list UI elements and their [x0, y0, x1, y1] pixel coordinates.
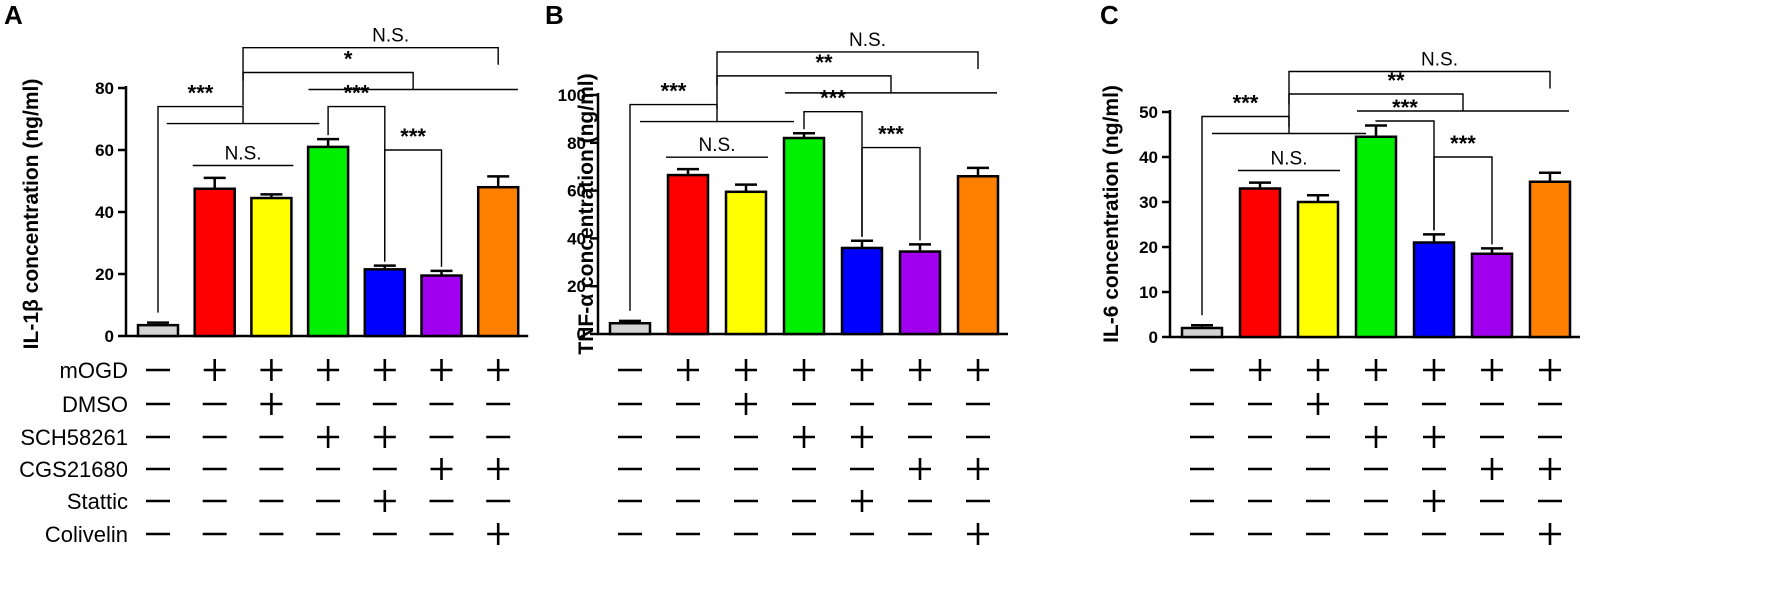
- sig-bracket: [157, 105, 244, 313]
- sig-bracket: [1433, 156, 1493, 245]
- bar-1: [136, 323, 180, 338]
- bar-5: [1412, 241, 1456, 339]
- sig-label: ***: [878, 122, 904, 147]
- bar-3: [1296, 200, 1340, 339]
- y-tick-label: 30: [1139, 193, 1158, 212]
- sig-label: **: [815, 50, 833, 75]
- condition-label-colivelin: Colivelin: [45, 522, 128, 547]
- sig-label: N.S.: [225, 144, 262, 165]
- bar-3: [250, 196, 293, 338]
- bar-3: [724, 190, 768, 336]
- sig-label: *: [344, 47, 353, 72]
- bar-6: [898, 250, 942, 336]
- bar-2: [666, 173, 710, 336]
- sig-label: N.S.: [699, 135, 736, 156]
- y-axis-label: IL-6 concentration (ng/ml): [1100, 85, 1123, 343]
- sig-label: **: [1387, 68, 1405, 93]
- sig-bracket: [242, 71, 414, 106]
- condition-label-sch58261: SCH58261: [20, 425, 128, 450]
- panel-letter: C: [1100, 0, 1119, 30]
- y-tick-label: 0: [577, 325, 586, 344]
- condition-label-cgs21680: CGS21680: [19, 457, 128, 482]
- y-tick-label: 20: [567, 277, 586, 296]
- y-tick-label: 80: [567, 134, 586, 153]
- bar-7: [476, 185, 520, 338]
- sig-bracket: [803, 111, 863, 237]
- y-tick-label: 40: [567, 229, 586, 248]
- bar-2: [1238, 187, 1282, 339]
- sig-label: ***: [661, 79, 687, 104]
- bar-4: [1354, 135, 1398, 339]
- sig-bracket: [629, 103, 718, 311]
- panel-b-tnfa: B TNF-α concentration (ng/ml)0 20 40 60 80 100…: [545, 0, 1008, 545]
- sig-bracket: [861, 146, 921, 241]
- panel-a-il1b: A IL-1β concentration (ng/ml) 0 20 40 60 80 N.S…: [4, 0, 529, 545]
- y-tick-label: 100: [558, 86, 586, 105]
- y-tick-label: 0: [105, 327, 114, 346]
- sig-label: N.S.: [372, 26, 409, 47]
- sig-bracket: [327, 105, 386, 262]
- sig-bracket: [1288, 93, 1464, 127]
- panel-c-il6: C IL-6 concentration (ng/ml) 0 10 20 30 40 50 N.…: [1100, 0, 1580, 545]
- condition-label-stattic: Stattic: [67, 489, 128, 514]
- bar-4: [306, 145, 350, 338]
- bar-7: [956, 175, 1000, 336]
- y-tick-label: 10: [1139, 283, 1158, 302]
- sig-bracket: [1288, 70, 1551, 105]
- sig-label: ***: [1450, 131, 1476, 156]
- sig-label: N.S.: [1421, 50, 1458, 71]
- sig-label: N.S.: [1271, 149, 1308, 170]
- panel-letter: A: [4, 0, 23, 30]
- y-tick-label: 20: [95, 265, 114, 284]
- y-axis-label: TNF-α concentration (ng/ml): [575, 73, 598, 354]
- condition-label-column: mOGD DMSO SCH58261 CGS21680 Stattic Colivelin: [19, 358, 128, 547]
- y-tick-label: 60: [567, 182, 586, 201]
- panel-letter: B: [545, 0, 564, 30]
- sig-bracket: [384, 149, 443, 267]
- bar-7: [1528, 180, 1572, 339]
- sig-bracket: [716, 75, 892, 109]
- sig-label: N.S.: [849, 30, 886, 51]
- sig-bracket: [242, 47, 499, 81]
- bar-1: [1180, 326, 1224, 339]
- bar-6: [420, 274, 463, 338]
- bar-4: [782, 136, 826, 336]
- bar-5: [840, 246, 884, 336]
- condition-label-dmso: DMSO: [62, 392, 128, 417]
- y-axis-label: IL-1β concentration (ng/ml): [20, 79, 43, 350]
- sig-bracket: [716, 51, 979, 85]
- bar-6: [1470, 252, 1514, 339]
- sig-label: ***: [344, 81, 370, 106]
- y-tick-label: 50: [1139, 103, 1158, 122]
- sig-label: ***: [1392, 95, 1418, 120]
- y-tick-label: 40: [95, 203, 114, 222]
- y-tick-label: 80: [95, 79, 114, 98]
- bar-1: [608, 321, 652, 336]
- y-tick-label: 40: [1139, 148, 1158, 167]
- sig-label: ***: [188, 81, 214, 106]
- sig-label: ***: [400, 124, 426, 149]
- sig-label: ***: [820, 86, 846, 111]
- condition-label-mogd: mOGD: [60, 358, 128, 383]
- bar-5: [363, 268, 407, 338]
- y-tick-label: 0: [1149, 328, 1158, 347]
- sig-label: ***: [1233, 91, 1259, 116]
- bar-2: [193, 187, 236, 338]
- y-tick-label: 60: [95, 141, 114, 160]
- sig-bracket: [1375, 120, 1435, 231]
- y-tick-label: 20: [1139, 238, 1158, 257]
